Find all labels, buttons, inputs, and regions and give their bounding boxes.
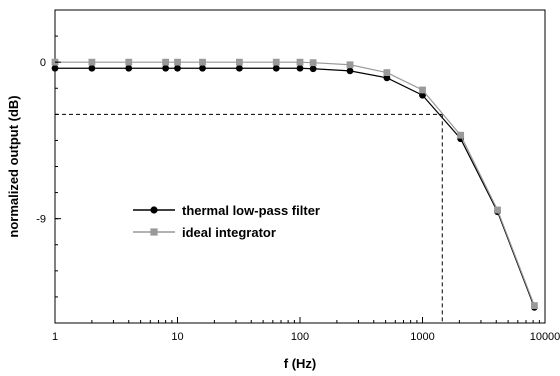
reference-lines: [55, 113, 443, 323]
legend-label-0: thermal low-pass filter: [182, 203, 320, 218]
legend-label-1: ideal integrator: [182, 225, 276, 240]
data-point: [419, 91, 426, 99]
data-point: [162, 64, 170, 72]
x-tick-label: 1000: [410, 331, 434, 343]
x-tick-label: 10000: [530, 331, 560, 343]
data-point: [346, 61, 354, 69]
data-point: [235, 58, 243, 66]
series-line-0: [55, 67, 535, 308]
data-point: [309, 65, 317, 73]
y-tick-label: 0: [40, 57, 46, 69]
data-point: [199, 64, 206, 72]
data-point: [494, 206, 501, 214]
y-tick-label: -9: [36, 214, 46, 226]
data-point: [419, 86, 426, 94]
y-axis-title: normalized output (dB): [6, 95, 21, 237]
data-point: [383, 69, 391, 76]
data-point: [457, 131, 465, 139]
data-point: [346, 67, 354, 75]
data-point: [174, 64, 181, 72]
data-point: [125, 58, 133, 66]
data-point: [296, 58, 304, 66]
x-tick-label: 100: [291, 331, 309, 343]
x-axis-title: f (Hz): [284, 356, 317, 371]
x-tick-label: 1: [52, 331, 58, 343]
data-point: [162, 58, 170, 66]
series-layer: [51, 58, 538, 311]
legend-marker-1: [150, 228, 158, 236]
plot-frame: [54, 9, 546, 324]
series-line-1: [55, 61, 535, 306]
data-point: [88, 64, 96, 72]
data-point: [296, 64, 304, 72]
data-point: [272, 64, 280, 72]
axes: 1 10 100 1000 10000 0 -9 f (Hz) normalized outpu…: [6, 9, 560, 371]
data-point: [199, 58, 206, 66]
data-point: [125, 64, 133, 72]
data-point: [235, 64, 243, 72]
data-point: [309, 59, 317, 67]
x-tick-label: 10: [171, 331, 183, 343]
data-point: [383, 74, 391, 82]
data-point: [530, 302, 538, 310]
data-point: [272, 58, 280, 66]
legend-marker-0: [150, 206, 158, 214]
data-point: [174, 58, 181, 66]
plot-area: [54, 9, 546, 324]
legend: thermal low-pass filter ideal integrator: [133, 203, 320, 240]
data-point: [51, 64, 59, 72]
data-point: [88, 58, 96, 66]
